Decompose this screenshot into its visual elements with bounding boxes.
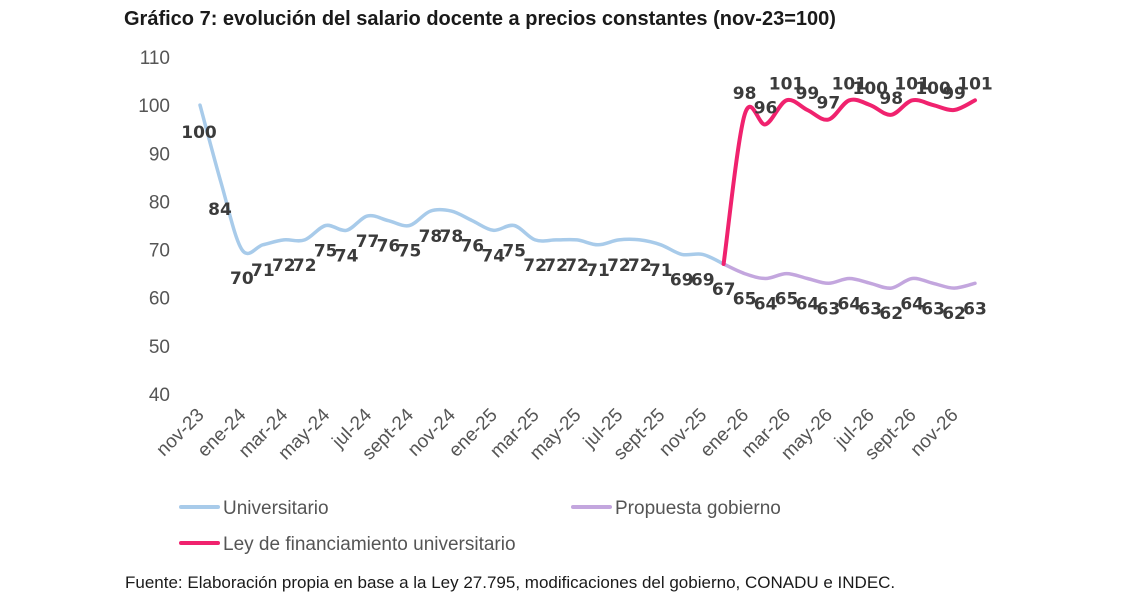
data-label: 100 bbox=[853, 79, 889, 99]
data-label: 62 bbox=[942, 304, 966, 324]
data-label: 64 bbox=[754, 294, 778, 314]
x-tick-label: nov-26 bbox=[907, 405, 963, 461]
data-label: 75 bbox=[314, 242, 338, 262]
data-labels: 1008470717272757477767578787674757272727… bbox=[181, 74, 993, 324]
data-label: 84 bbox=[208, 200, 232, 220]
data-label: 64 bbox=[796, 294, 820, 314]
series-propuesta-gobierno-line bbox=[721, 262, 977, 290]
data-label: 75 bbox=[502, 242, 526, 262]
data-label: 63 bbox=[921, 299, 945, 319]
data-label: 63 bbox=[963, 299, 987, 319]
data-label: 77 bbox=[356, 232, 380, 252]
y-tick-label: 100 bbox=[138, 96, 170, 117]
data-label: 98 bbox=[733, 84, 757, 104]
data-label: 67 bbox=[712, 280, 736, 300]
data-label: 100 bbox=[181, 123, 217, 143]
data-label: 78 bbox=[440, 227, 464, 247]
data-label: 65 bbox=[733, 290, 757, 310]
legend-label: Universitario bbox=[223, 498, 329, 519]
y-tick-label: 110 bbox=[140, 48, 170, 69]
x-axis: nov-23ene-24mar-24may-24jul-24sept-24nov… bbox=[153, 404, 963, 464]
data-label: 97 bbox=[817, 94, 841, 114]
data-label: 76 bbox=[377, 237, 401, 257]
data-label: 72 bbox=[523, 256, 547, 276]
data-label: 71 bbox=[251, 261, 275, 281]
data-label: 71 bbox=[649, 261, 673, 281]
data-label: 101 bbox=[894, 74, 930, 94]
y-tick-label: 60 bbox=[149, 289, 170, 310]
data-label: 65 bbox=[775, 290, 799, 310]
y-tick-label: 40 bbox=[149, 385, 170, 406]
data-label: 72 bbox=[293, 256, 317, 276]
series-universitario-line bbox=[198, 103, 726, 266]
data-label: 74 bbox=[481, 246, 505, 266]
data-label: 63 bbox=[858, 299, 882, 319]
data-label: 75 bbox=[398, 242, 422, 262]
y-tick-label: 70 bbox=[149, 241, 170, 262]
data-label: 64 bbox=[900, 294, 924, 314]
series-lines bbox=[198, 97, 977, 290]
data-label: 100 bbox=[915, 79, 951, 99]
y-tick-label: 80 bbox=[149, 192, 170, 213]
data-label: 62 bbox=[879, 304, 903, 324]
data-label: 71 bbox=[586, 261, 610, 281]
data-label: 72 bbox=[272, 256, 296, 276]
data-label: 98 bbox=[879, 89, 903, 109]
data-label: 72 bbox=[544, 256, 568, 276]
chart-title: Gráfico 7: evolución del salario docente… bbox=[124, 8, 836, 30]
data-label: 69 bbox=[691, 270, 715, 290]
data-label: 70 bbox=[230, 269, 254, 289]
data-label: 99 bbox=[796, 84, 820, 104]
data-label: 72 bbox=[607, 256, 631, 276]
data-label: 63 bbox=[817, 299, 841, 319]
legend-item-ley-financiamiento: Ley de financiamiento universitario bbox=[179, 534, 516, 555]
data-label: 78 bbox=[419, 227, 443, 247]
data-label: 72 bbox=[628, 256, 652, 276]
source-note: Fuente: Elaboración propia en base a la … bbox=[125, 573, 896, 592]
data-label: 69 bbox=[670, 270, 694, 290]
data-label: 64 bbox=[837, 294, 861, 314]
data-label: 101 bbox=[957, 74, 993, 94]
legend-item-universitario: Universitario bbox=[179, 498, 329, 519]
data-label: 101 bbox=[832, 74, 868, 94]
y-axis: 40 50 60 70 80 90 100 110 bbox=[138, 48, 170, 406]
legend-item-propuesta-gobierno: Propuesta gobierno bbox=[571, 498, 781, 519]
legend: Universitario Propuesta gobierno Ley de fi… bbox=[179, 498, 781, 555]
y-tick-label: 50 bbox=[149, 337, 170, 358]
y-tick-label: 90 bbox=[149, 144, 170, 165]
series-ley-financiamiento-line bbox=[721, 97, 977, 266]
data-label: 101 bbox=[769, 74, 805, 94]
data-label: 72 bbox=[565, 256, 589, 276]
data-label: 96 bbox=[754, 98, 778, 118]
legend-label: Propuesta gobierno bbox=[615, 498, 781, 519]
data-label: 76 bbox=[460, 237, 484, 257]
data-label: 74 bbox=[335, 246, 359, 266]
data-label: 99 bbox=[942, 84, 966, 104]
legend-label: Ley de financiamiento universitario bbox=[223, 534, 516, 555]
